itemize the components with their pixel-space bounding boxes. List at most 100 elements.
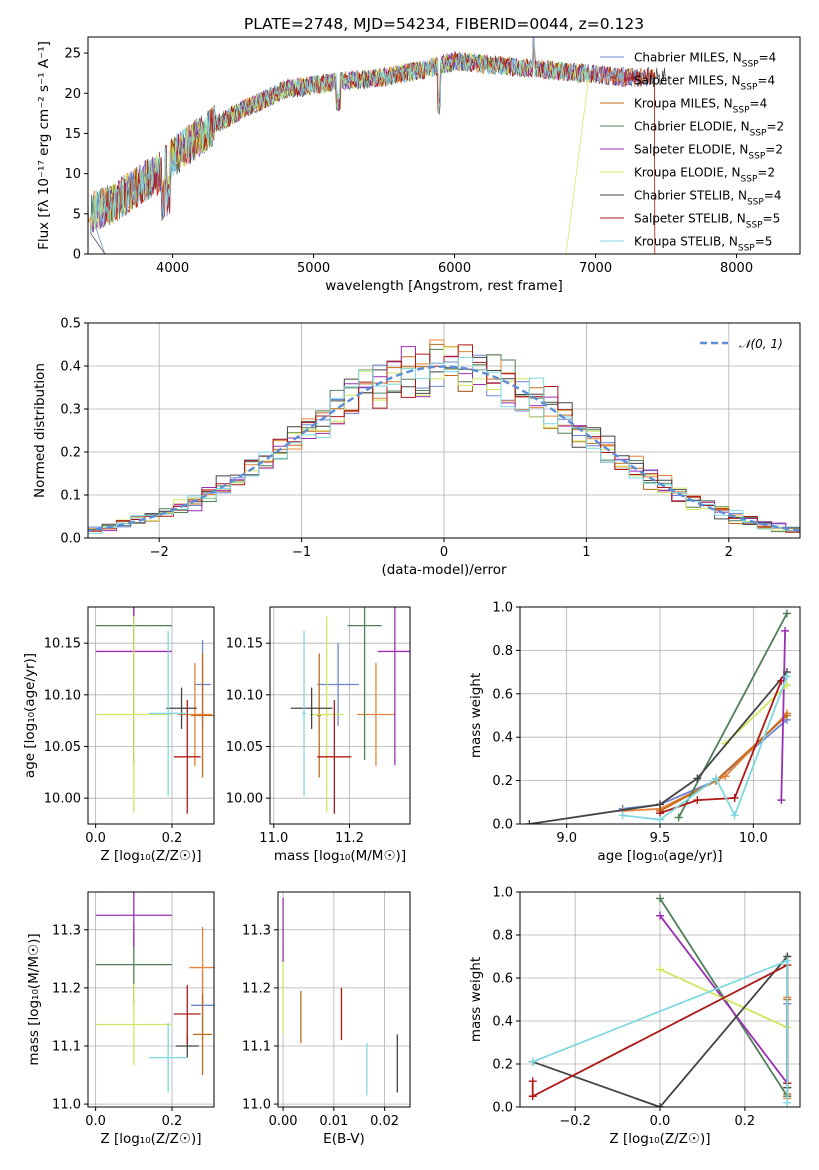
x-tick: 0.2 bbox=[162, 1107, 182, 1129]
errorbar-point bbox=[95, 616, 172, 813]
y-tick-label: 0.2 bbox=[60, 446, 81, 461]
weight-marker bbox=[730, 811, 739, 820]
y-tick-label: 10.00 bbox=[226, 792, 263, 807]
y-tick: 0.5 bbox=[60, 317, 88, 332]
legend-label: Salpeter STELIB, NSSP=5 bbox=[634, 212, 780, 231]
weight-marker bbox=[656, 965, 664, 974]
y-tick: 11.1 bbox=[242, 1039, 278, 1054]
plot-area-residuals bbox=[88, 339, 800, 537]
y-tick-label: 11.0 bbox=[52, 1098, 81, 1113]
y-tick: 0.8 bbox=[492, 929, 520, 944]
y-axis-label: mass weight bbox=[468, 957, 484, 1042]
axes-frame bbox=[87, 606, 215, 825]
y-tick: 11.3 bbox=[242, 923, 278, 938]
y-tick: 11.1 bbox=[52, 1039, 88, 1054]
y-tick: 0.4 bbox=[492, 1015, 520, 1030]
y-tick: 25 bbox=[64, 47, 88, 62]
errorbar-point bbox=[177, 662, 213, 767]
y-tick-label: 0.6 bbox=[492, 972, 513, 987]
errorbar-point bbox=[290, 687, 333, 729]
x-tick-label: 0.02 bbox=[370, 1114, 399, 1129]
weight-line bbox=[659, 915, 789, 1084]
y-tick-label: 0.6 bbox=[492, 687, 513, 702]
axes-frame bbox=[519, 606, 801, 825]
x-tick-label: 0.0 bbox=[85, 1114, 106, 1129]
y-tick: 15 bbox=[64, 127, 88, 142]
y-tick-label: 10.15 bbox=[44, 637, 81, 652]
y-axis-label: mass weight bbox=[468, 673, 484, 758]
y-tick-label: 0.2 bbox=[492, 1058, 513, 1073]
y-tick-label: 0.4 bbox=[492, 1015, 513, 1030]
weight-marker bbox=[656, 894, 664, 903]
x-tick: 5000 bbox=[297, 254, 330, 276]
y-tick-label: 10.15 bbox=[226, 637, 263, 652]
y-tick: 0.2 bbox=[492, 1058, 520, 1073]
y-tick-label: 0.0 bbox=[492, 818, 513, 833]
legend-label: Chabrier STELIB, NSSP=4 bbox=[634, 189, 782, 208]
x-tick: 0.0 bbox=[650, 1107, 671, 1129]
y-tick: 1.0 bbox=[492, 601, 520, 616]
x-tick-label: 0 bbox=[440, 545, 448, 560]
weight-marker bbox=[782, 672, 791, 681]
y-tick: 10.10 bbox=[44, 688, 88, 703]
y-tick-label: 0.4 bbox=[492, 731, 513, 746]
x-tick-label: 0.00 bbox=[269, 1114, 298, 1129]
legend-label: Salpeter MILES, NSSP=4 bbox=[634, 74, 775, 93]
plot-area-mass-vs-ebv bbox=[282, 897, 398, 1096]
legend-subscript: SSP bbox=[741, 175, 758, 185]
weight-marker bbox=[693, 774, 702, 783]
y-tick: 11.2 bbox=[52, 981, 88, 996]
errorbar-point bbox=[377, 607, 410, 766]
x-tick: 4000 bbox=[156, 254, 189, 276]
weight-line bbox=[622, 719, 788, 810]
axes-frame bbox=[519, 891, 801, 1108]
legend-label: Chabrier ELODIE, NSSP=2 bbox=[634, 120, 784, 139]
legend-label: 𝒩(0, 1) bbox=[739, 337, 783, 351]
x-tick-label: 7000 bbox=[579, 261, 612, 276]
x-tick-label: 9.5 bbox=[650, 831, 671, 846]
legend-count: =4 bbox=[750, 97, 768, 111]
y-tick-label: 11.2 bbox=[52, 981, 81, 996]
y-tick-label: 0.0 bbox=[492, 1101, 513, 1116]
errorbar-point bbox=[357, 662, 395, 767]
y-tick: 0.1 bbox=[60, 489, 88, 504]
y-tick: 0.6 bbox=[492, 972, 520, 987]
legend-subscript: SSP bbox=[746, 221, 763, 231]
y-tick: 0.3 bbox=[60, 403, 88, 418]
x-tick-label: 10.0 bbox=[739, 831, 768, 846]
y-tick: 0.4 bbox=[492, 731, 520, 746]
legend-label: Salpeter ELODIE, NSSP=2 bbox=[634, 143, 783, 162]
y-tick-label: 10.00 bbox=[44, 792, 81, 807]
histogram-series bbox=[88, 346, 800, 537]
y-tick: 20 bbox=[64, 87, 88, 102]
y-tick-label: 20 bbox=[64, 87, 81, 102]
errorbar-point bbox=[166, 687, 197, 729]
y-tick-label: 0.8 bbox=[492, 644, 513, 659]
x-tick-label: 0.0 bbox=[650, 1114, 671, 1129]
y-tick-label: 10.10 bbox=[226, 688, 263, 703]
y-tick-label: 0.2 bbox=[492, 774, 513, 789]
x-tick-label: 2 bbox=[725, 545, 733, 560]
weight-marker bbox=[783, 1098, 792, 1107]
x-tick-label: −2 bbox=[150, 545, 169, 560]
y-tick-label: 11.3 bbox=[242, 923, 271, 938]
x-tick: 11.2 bbox=[335, 824, 364, 846]
axes-frame bbox=[87, 322, 801, 539]
spectrum-line bbox=[90, 39, 589, 234]
x-tick: −1 bbox=[292, 538, 311, 560]
x-tick-label: 0.2 bbox=[735, 1114, 756, 1129]
y-tick: 11.0 bbox=[52, 1098, 88, 1113]
axes-age-vs-mass: 11.0 11.2 10.00 10.05 10.10 10.15 mass [log₁₀(… bbox=[226, 606, 411, 864]
y-tick: 10.10 bbox=[226, 688, 270, 703]
histogram-series bbox=[88, 357, 800, 535]
y-tick: 0.8 bbox=[492, 644, 520, 659]
x-axis-label: E(B-V) bbox=[323, 1131, 365, 1147]
x-tick: 0.0 bbox=[85, 1107, 106, 1129]
y-tick: 0.6 bbox=[492, 687, 520, 702]
y-tick-label: 10 bbox=[64, 167, 81, 182]
legend-subscript: SSP bbox=[750, 129, 767, 139]
x-tick-label: 4000 bbox=[156, 261, 189, 276]
errorbar-point bbox=[149, 1022, 188, 1093]
weight-marker bbox=[777, 676, 786, 685]
